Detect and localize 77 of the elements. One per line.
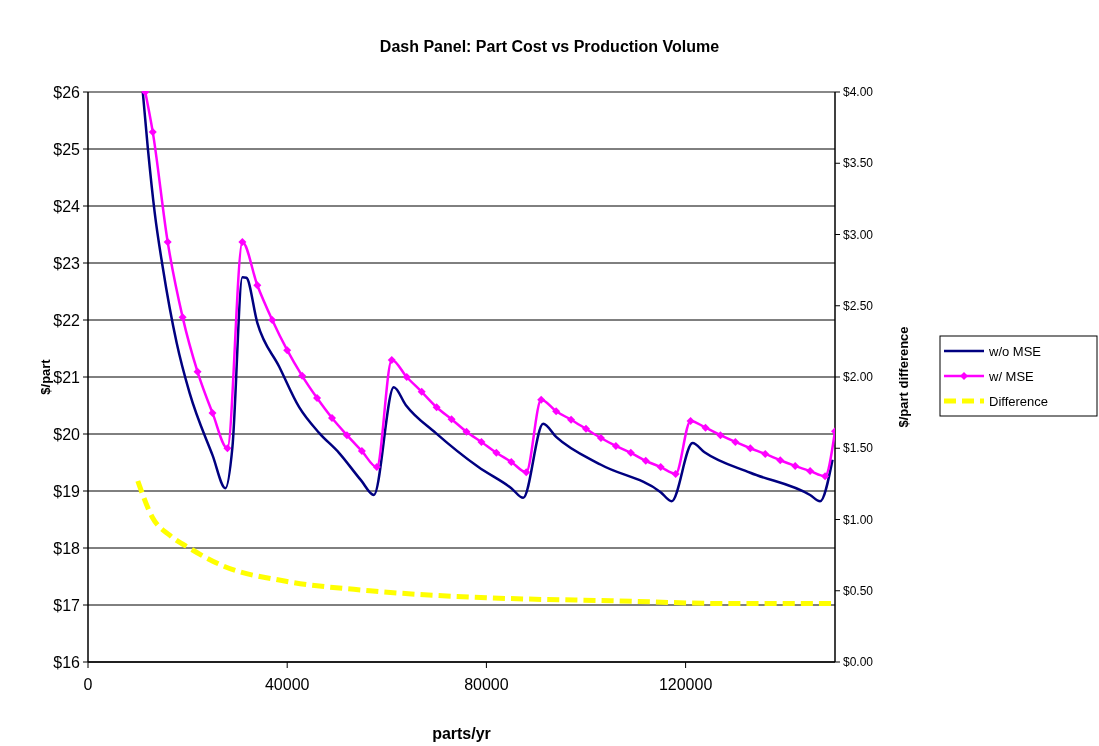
point [328, 414, 337, 423]
y-tick-label: $22 [53, 311, 81, 329]
y-tick-label: $23 [53, 254, 81, 272]
y-tick-label: $26 [53, 83, 81, 101]
y2-tick-label: $0.50 [843, 583, 874, 598]
point [746, 444, 755, 453]
y-tick-label: $24 [53, 197, 81, 215]
x-tick-label: 0 [83, 676, 93, 693]
y2-tick-label: $0.00 [843, 655, 874, 670]
point [552, 407, 561, 416]
point [821, 472, 830, 481]
point [357, 447, 366, 456]
point [238, 237, 247, 246]
point [253, 281, 262, 290]
point [283, 346, 292, 355]
x-tick-label: 80000 [464, 676, 509, 693]
y-tick-label: $17 [53, 596, 81, 614]
point [806, 467, 815, 476]
point [178, 313, 187, 322]
point [522, 468, 531, 477]
point [641, 456, 650, 465]
y2-tick-label: $1.00 [843, 512, 874, 527]
point [223, 444, 232, 453]
y2-tick-label: $2.50 [843, 298, 874, 313]
y2-axis-title: $/part difference [896, 326, 911, 428]
point [313, 394, 322, 403]
legend-label: w/ MSE [988, 368, 1035, 384]
legend-label: w/o MSE [988, 343, 1042, 359]
y-tick-label: $19 [53, 482, 81, 500]
y-tick-label: $16 [53, 653, 81, 671]
point [342, 431, 351, 440]
point [387, 355, 396, 364]
y2-tick-label: $4.00 [843, 85, 874, 100]
point [626, 448, 635, 457]
point [402, 373, 411, 381]
point [611, 441, 620, 450]
point [596, 433, 605, 442]
y2-tick-label: $1.50 [843, 441, 874, 456]
point [462, 427, 471, 436]
point [163, 237, 172, 246]
x-tick-label: 120000 [658, 676, 713, 693]
point [761, 449, 770, 458]
point [567, 415, 576, 424]
point [432, 403, 441, 412]
point [716, 431, 725, 440]
point [671, 469, 680, 478]
point [701, 423, 710, 432]
legend-label: Difference [989, 393, 1049, 409]
point [447, 415, 456, 424]
point [791, 461, 800, 470]
x-axis-title: parts/yr [432, 725, 491, 742]
point [537, 395, 546, 404]
point [268, 316, 277, 324]
y-tick-label: $21 [53, 368, 81, 386]
point [193, 367, 202, 376]
chart-title: Dash Panel: Part Cost vs Production Volume [379, 38, 720, 55]
y2-tick-label: $3.00 [843, 227, 874, 242]
point [372, 463, 381, 472]
point [507, 457, 516, 466]
point [417, 387, 426, 396]
y2-tick-label: $3.50 [843, 156, 874, 171]
point [686, 416, 695, 425]
y2-tick-label: $2.00 [843, 370, 874, 385]
point [731, 437, 740, 446]
y-tick-label: $25 [53, 140, 81, 158]
point [148, 127, 157, 136]
y-axis-title: $/part [38, 358, 53, 395]
y-tick-label: $18 [53, 539, 81, 557]
y-tick-label: $20 [53, 425, 81, 443]
point [656, 463, 665, 472]
point [776, 456, 785, 465]
point [477, 437, 486, 446]
point [298, 371, 307, 380]
point [582, 424, 590, 433]
point [492, 448, 501, 457]
point [208, 408, 217, 417]
x-tick-label: 40000 [264, 676, 310, 693]
